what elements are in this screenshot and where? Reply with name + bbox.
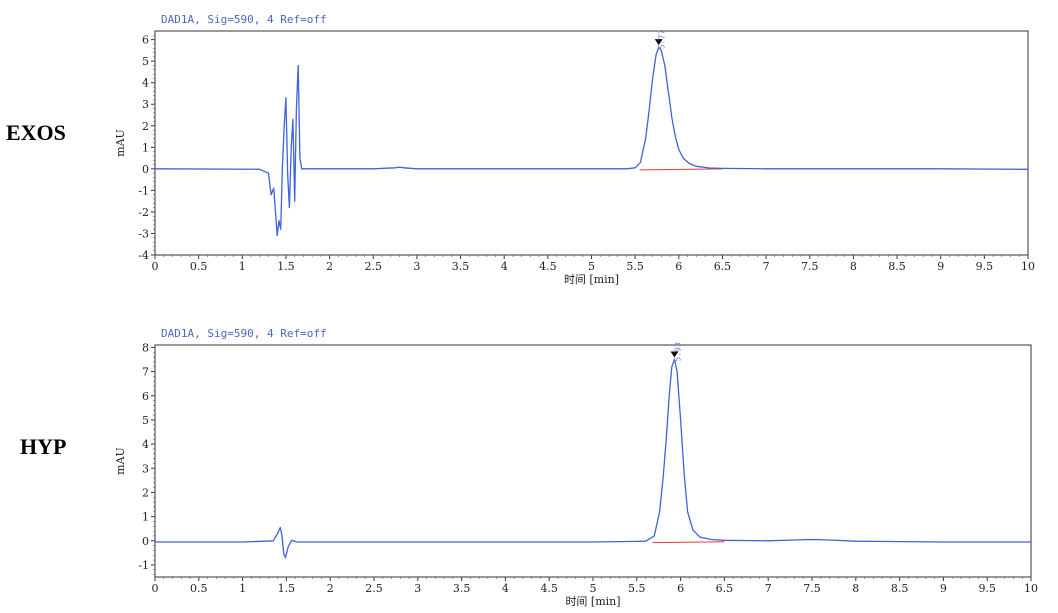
x-axis-title: 时间 [min] — [564, 273, 619, 286]
x-tick-label: 9.5 — [978, 582, 996, 595]
x-tick-label: 8.5 — [888, 260, 906, 273]
x-tick-label: 4 — [502, 582, 509, 595]
y-tick-label: 6 — [142, 390, 149, 403]
series-line — [154, 46, 1029, 237]
x-tick-label: 8 — [852, 582, 859, 595]
x-tick-label: 2.5 — [365, 582, 383, 595]
y-tick-label: 4 — [142, 438, 149, 451]
x-tick-label: 0.5 — [190, 582, 208, 595]
x-tick-label: 7 — [765, 582, 772, 595]
x-tick-label: 9 — [940, 582, 947, 595]
x-tick-label: 2 — [327, 582, 334, 595]
y-tick-label: 8 — [142, 341, 149, 354]
sample-label-hyp: HYP — [20, 434, 67, 459]
x-tick-label: 1 — [239, 582, 246, 595]
x-tick-label: 10 — [1024, 582, 1038, 595]
y-tick-label: 6 — [142, 34, 149, 47]
x-tick-label: 3 — [413, 260, 420, 273]
y-tick-label: 3 — [142, 462, 149, 475]
y-tick-label: -3 — [138, 227, 149, 240]
x-tick-label: 9 — [937, 260, 944, 273]
x-tick-label: 7 — [763, 260, 770, 273]
x-tick-label: 5 — [590, 582, 597, 595]
x-tick-label: 5.5 — [626, 260, 644, 273]
x-tick-label: 4.5 — [539, 260, 557, 273]
y-tick-label: -1 — [138, 184, 149, 197]
y-tick-label: 4 — [142, 77, 149, 90]
x-tick-label: 3.5 — [452, 260, 470, 273]
x-tick-label: 1.5 — [277, 260, 295, 273]
x-tick-label: 4 — [501, 260, 508, 273]
x-tick-label: 6 — [677, 582, 684, 595]
integration-baseline — [639, 168, 723, 171]
x-tick-label: 6 — [675, 260, 682, 273]
x-tick-label: 1 — [239, 260, 246, 273]
peak-marker — [670, 351, 679, 358]
x-tick-label: 9.5 — [976, 260, 994, 273]
sample-label-exos: EXOS — [6, 120, 66, 145]
y-axis-title: mAU — [114, 129, 127, 157]
x-tick-label: 5 — [588, 260, 595, 273]
y-tick-label: -4 — [138, 249, 149, 262]
x-tick-label: 0 — [152, 260, 159, 273]
x-tick-label: 8.5 — [891, 582, 909, 595]
x-tick-label: 2.5 — [365, 260, 383, 273]
x-axis-title: 时间 [min] — [565, 595, 620, 608]
peak-marker — [654, 39, 663, 46]
y-tick-label: 2 — [142, 120, 149, 133]
x-tick-label: 6.5 — [716, 582, 734, 595]
x-tick-label: 3 — [414, 582, 421, 595]
x-tick-label: 1.5 — [278, 582, 296, 595]
peak-label: 5.93 — [673, 342, 682, 361]
x-tick-label: 8 — [850, 260, 857, 273]
x-tick-label: 0 — [152, 582, 159, 595]
integration-baseline — [652, 541, 725, 544]
series-line — [155, 358, 1031, 559]
y-tick-label: 1 — [142, 141, 149, 154]
y-axis-title: mAU — [114, 447, 127, 475]
x-tick-label: 5.5 — [628, 582, 646, 595]
y-tick-label: 0 — [142, 163, 149, 176]
x-tick-label: 7.5 — [803, 582, 821, 595]
y-tick-label: -1 — [138, 559, 149, 572]
signal-label: DAD1A, Sig=590, 4 Ref=off — [161, 13, 327, 26]
y-tick-label: 0 — [142, 535, 149, 548]
x-tick-label: 4.5 — [540, 582, 558, 595]
x-tick-label: 10 — [1021, 260, 1035, 273]
signal-label: DAD1A, Sig=590, 4 Ref=off — [161, 327, 327, 340]
y-tick-label: 5 — [142, 414, 149, 427]
peak-label: 5.77 — [658, 30, 667, 49]
x-tick-label: 6.5 — [714, 260, 732, 273]
x-tick-label: 3.5 — [453, 582, 471, 595]
plot-frame — [154, 30, 1029, 256]
y-tick-label: -2 — [138, 206, 149, 219]
x-tick-label: 0.5 — [190, 260, 208, 273]
y-tick-label: 3 — [142, 98, 149, 111]
y-tick-label: 2 — [142, 486, 149, 499]
x-tick-label: 7.5 — [801, 260, 819, 273]
chromatogram-hyp: DAD1A, Sig=590, 4 Ref=off 0 0.5 1 1.5 2 2.5 3 3.… — [114, 327, 1038, 608]
y-tick-label: 5 — [142, 55, 149, 68]
chromatogram-exos: DAD1A, Sig=590, 4 Ref=off 0 0.5 1 1.5 2 2.5 3 3.… — [114, 13, 1035, 286]
x-tick-label: 2 — [326, 260, 333, 273]
y-tick-label: 7 — [142, 366, 149, 379]
y-tick-label: 1 — [142, 511, 149, 524]
